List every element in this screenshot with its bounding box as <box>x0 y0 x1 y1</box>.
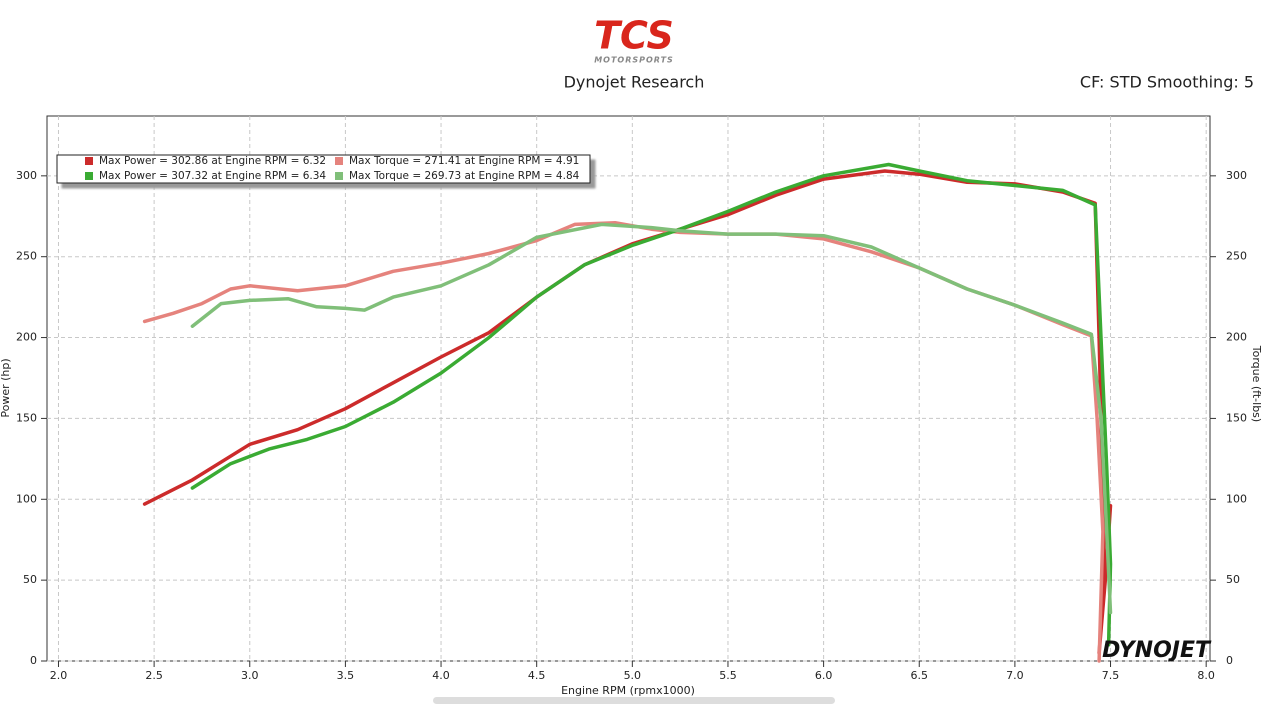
axes: 2.0 2.5 3.0 3.5 4.0 4.5 5.0 5.5 6.0 6.5 7.0 7.5 8.0 0… <box>16 169 1247 682</box>
plot-frame <box>46 115 1211 662</box>
watermark: DYNOJET <box>1102 638 1212 663</box>
lines <box>142 162 1113 663</box>
annotation: CF: STD Smoothing: 5 <box>1080 73 1254 92</box>
y2-tick-label: 50 <box>1226 573 1240 586</box>
x-tick-label: 2.5 <box>145 669 163 682</box>
x-tick-label: 3.0 <box>241 669 259 682</box>
grid <box>47 116 1210 662</box>
y-tick-label: 200 <box>16 331 37 344</box>
legend-label: Max Torque = 271.41 at Engine RPM = 4.91 <box>349 155 579 167</box>
legend-box <box>56 154 591 184</box>
y2-axis-label: Torque (ft-lbs) <box>1250 345 1263 422</box>
legend-label: Max Power = 302.86 at Engine RPM = 6.32 <box>99 155 326 167</box>
series-line <box>190 162 1113 647</box>
legend-swatch <box>85 172 93 180</box>
x-tick-label: 7.0 <box>1006 669 1024 682</box>
y2-tick-label: 250 <box>1226 250 1247 263</box>
x-axis-label: Engine RPM (rpmx1000) <box>561 684 695 697</box>
legend-label: Max Torque = 269.73 at Engine RPM = 4.84 <box>349 170 580 182</box>
logo-subtext: MOTORSPORTS <box>594 56 674 65</box>
y-tick-label: 250 <box>16 250 37 263</box>
legend: Max Power = 302.86 at Engine RPM = 6.32 M… <box>85 155 580 182</box>
logo: TCS MOTORSPORTS <box>594 14 674 65</box>
legend-swatch <box>335 157 343 165</box>
x-tick-label: 4.0 <box>432 669 450 682</box>
chart-title: Dynojet Research <box>564 73 705 92</box>
y-tick-label: 100 <box>16 492 37 505</box>
y2-tick-label: 150 <box>1226 411 1247 424</box>
scrollbar <box>433 697 835 704</box>
y-axis-label: Power (hp) <box>0 358 12 417</box>
y2-tick-label: 0 <box>1226 654 1233 667</box>
x-tick-label: 5.5 <box>719 669 737 682</box>
y-tick-label: 300 <box>16 169 37 182</box>
logo-text: TCS <box>594 14 674 58</box>
x-tick-label: 6.5 <box>911 669 929 682</box>
x-tick-label: 6.0 <box>815 669 833 682</box>
y2-tick-label: 300 <box>1226 169 1247 182</box>
x-tick-label: 8.0 <box>1197 669 1215 682</box>
legend-swatch <box>85 157 93 165</box>
y-tick-label: 50 <box>23 573 37 586</box>
legend-swatch <box>335 172 343 180</box>
series-line <box>190 222 1113 615</box>
y-tick-label: 150 <box>16 411 37 424</box>
legend-label: Max Power = 307.32 at Engine RPM = 6.34 <box>99 170 326 182</box>
x-tick-label: 2.0 <box>50 669 68 682</box>
y-tick-label: 0 <box>30 654 37 667</box>
x-tick-label: 3.5 <box>337 669 355 682</box>
x-tick-label: 5.0 <box>624 669 642 682</box>
y2-tick-label: 200 <box>1226 331 1247 344</box>
x-tick-label: 7.5 <box>1102 669 1120 682</box>
y2-tick-label: 100 <box>1226 492 1247 505</box>
x-tick-label: 4.5 <box>528 669 546 682</box>
